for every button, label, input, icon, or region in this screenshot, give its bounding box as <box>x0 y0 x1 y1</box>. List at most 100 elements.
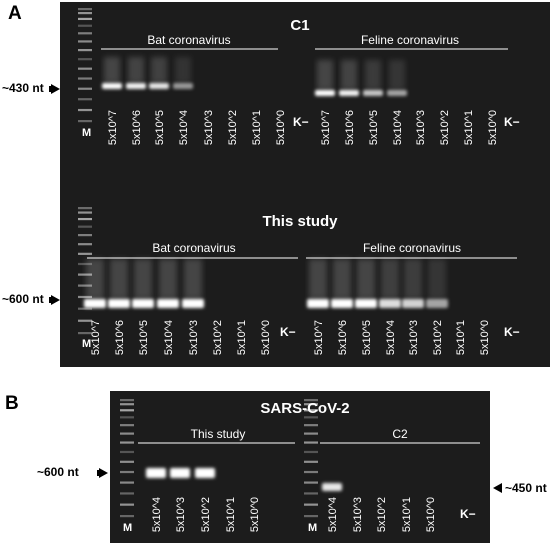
ladder-b2-band <box>304 399 318 402</box>
lane-label-b-this-study: 5x10^1 <box>225 497 237 532</box>
ladder-b2-band <box>304 503 318 506</box>
ladder-a2-band <box>78 207 92 210</box>
arrow-right-icon <box>49 84 60 94</box>
ladder-a2-band <box>78 225 92 228</box>
ladder-b1-band <box>120 515 134 518</box>
band-a1-bat <box>126 83 146 89</box>
lane-label-b-c2: 5x10^0 <box>425 497 437 532</box>
ladder-b1-band <box>120 492 134 495</box>
gel-a2-title: This study <box>262 213 338 230</box>
band-a2-bat <box>157 299 179 308</box>
band-b-c2 <box>322 483 342 491</box>
lane-label-a1-feline: 5x10^2 <box>439 110 451 145</box>
ladder-b2-band <box>304 424 318 427</box>
ladder-b2-band <box>304 460 318 463</box>
ladder-b2-band <box>304 403 318 406</box>
band-a2-feline <box>307 299 329 308</box>
band-a1-bat-smear <box>128 57 144 83</box>
gel-a1-negative-label-2: K− <box>504 115 520 129</box>
size-label-600-b: ~600 nt <box>37 465 79 479</box>
arrow-right-icon <box>97 468 108 478</box>
band-a2-bat-smear <box>110 259 128 299</box>
lane-label-a2-feline: 5x10^5 <box>361 320 373 355</box>
lane-label-b-c2: 5x10^2 <box>376 497 388 532</box>
gel-a1-negative-label: K− <box>293 115 309 129</box>
ladder-a1-band <box>78 108 92 112</box>
lane-label-a1-bat: 5x10^6 <box>131 110 143 145</box>
band-a1-bat <box>173 83 193 89</box>
band-a2-bat <box>182 299 204 308</box>
ladder-b2-band <box>304 409 318 412</box>
gel-panel-a: C1 This study Bat coronavirus Feline cor… <box>60 2 550 367</box>
ladder-b2-band <box>304 450 318 454</box>
band-a2-bat <box>84 299 106 308</box>
band-a1-feline-smear <box>341 60 357 90</box>
ladder-a2-band <box>78 284 92 287</box>
ladder-b1-band <box>120 424 134 427</box>
arrow-left-icon <box>493 483 502 493</box>
gel-a1-marker-label: M <box>82 127 91 139</box>
gel-b-group-this-study: This study <box>191 427 246 441</box>
ladder-b2-band <box>304 432 318 435</box>
band-a1-bat <box>102 83 122 89</box>
band-a2-bat-smear <box>159 259 177 299</box>
ladder-b2-band <box>304 416 318 419</box>
gel-a-image: C1 This study Bat coronavirus Feline cor… <box>78 8 520 355</box>
lane-label-b-c2: 5x10^3 <box>352 497 364 532</box>
ladder-a2-band <box>78 307 92 310</box>
ladder-b2-band <box>304 492 318 495</box>
ladder-b1-band <box>120 432 134 435</box>
ladder-a1-band <box>78 40 92 43</box>
gel-a1-group-bat: Bat coronavirus <box>147 33 230 47</box>
lane-label-a2-feline: 5x10^2 <box>432 320 444 355</box>
lane-label-b-this-study: 5x10^4 <box>151 497 163 532</box>
size-label-430: ~430 nt <box>2 81 44 95</box>
band-a2-feline <box>379 299 401 308</box>
lane-label-a1-bat: 5x10^7 <box>107 110 119 145</box>
ladder-a1-band <box>78 120 92 123</box>
ladder-b1-band <box>120 409 134 412</box>
ladder-a2-band <box>78 234 92 237</box>
lane-label-a1-feline: 5x10^6 <box>344 110 356 145</box>
band-a1-feline-smear <box>365 60 381 90</box>
ladder-b1-band <box>120 399 134 402</box>
lane-label-a2-bat: 5x10^1 <box>236 320 248 355</box>
band-a2-bat <box>132 299 154 308</box>
gel-b-marker-label: M <box>123 522 132 534</box>
lane-label-b-this-study: 5x10^0 <box>249 497 261 532</box>
band-b-this-study <box>170 468 190 478</box>
lane-label-b-this-study: 5x10^2 <box>200 497 212 532</box>
ladder-a1-band <box>78 87 92 90</box>
ladder-a1-band <box>78 24 92 27</box>
ladder-a1-band <box>78 58 92 61</box>
lane-label-a1-feline: 5x10^4 <box>392 110 404 145</box>
ladder-b2-band <box>304 441 318 444</box>
gel-b-image: SARS-CoV-2 This study C2 5x10^4 5x10^3 5x1… <box>120 399 480 534</box>
lane-label-a2-bat: 5x10^0 <box>260 320 272 355</box>
ladder-b2-band <box>304 470 318 474</box>
ladder-a1-band <box>78 67 92 70</box>
lane-label-a2-feline: 5x10^0 <box>479 320 491 355</box>
lane-label-a1-feline: 5x10^3 <box>415 110 427 145</box>
lane-label-a2-bat: 5x10^5 <box>138 320 150 355</box>
gel-b-title: SARS-CoV-2 <box>260 400 349 417</box>
ladder-a1 <box>78 8 92 123</box>
band-b-this-study <box>146 468 166 478</box>
gel-b-marker-label-2: M <box>308 522 317 534</box>
ladder-b2 <box>304 399 318 518</box>
ladder-a2-band <box>78 319 92 322</box>
band-a2-bat-smear <box>134 259 152 299</box>
ladder-b1-band <box>120 450 134 454</box>
band-a1-feline-smear <box>317 60 333 90</box>
band-a1-bat-smear <box>151 57 167 83</box>
band-a2-feline-smear <box>333 259 351 299</box>
ladder-a2-band <box>78 273 92 276</box>
gel-a2-bands <box>84 259 448 308</box>
ladder-b1-band <box>120 460 134 463</box>
lane-label-a2-feline: 5x10^6 <box>337 320 349 355</box>
ladder-b1 <box>120 399 134 518</box>
ladder-b1-band <box>120 403 134 406</box>
lane-label-a2-bat: 5x10^3 <box>188 320 200 355</box>
band-a1-feline <box>363 90 383 96</box>
lane-label-a2-feline: 5x10^3 <box>408 320 420 355</box>
